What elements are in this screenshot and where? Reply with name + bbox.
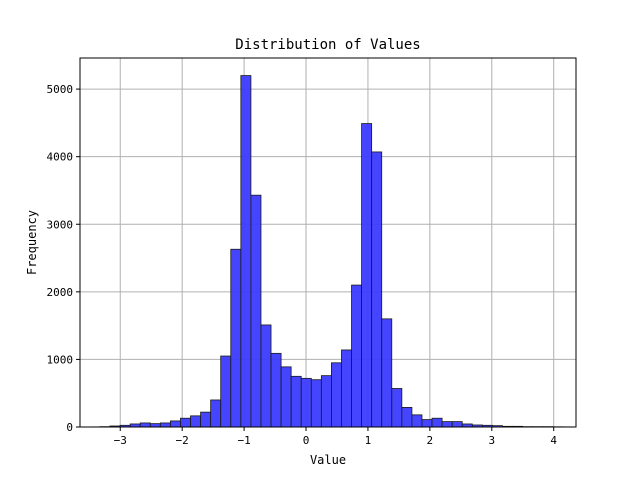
bars-layer: [90, 76, 573, 427]
histogram-bar: [311, 380, 321, 427]
y-tick-label: 0: [66, 421, 73, 434]
histogram-bar: [271, 353, 281, 427]
histogram-bar: [432, 418, 442, 427]
y-tick-label: 2000: [47, 286, 74, 299]
x-tick-label: 1: [365, 434, 372, 447]
histogram-bar: [180, 418, 190, 427]
histogram-bar: [412, 415, 422, 427]
histogram-bar: [201, 412, 211, 427]
x-tick-label: −2: [176, 434, 189, 447]
histogram-bar: [211, 400, 221, 427]
y-tick-label: 5000: [47, 83, 74, 96]
histogram-bar: [422, 420, 432, 427]
histogram-bar: [251, 195, 261, 427]
histogram-bar: [372, 152, 382, 427]
histogram-bar: [301, 378, 311, 427]
grid-layer: [80, 58, 576, 427]
chart-title: Distribution of Values: [235, 37, 420, 53]
histogram-bar: [452, 422, 462, 427]
histogram-bar: [140, 423, 150, 427]
histogram-bar: [150, 424, 160, 427]
x-tick-label: 0: [303, 434, 310, 447]
histogram-bar: [402, 407, 412, 427]
y-tick-label: 3000: [47, 218, 74, 231]
histogram-bar: [231, 249, 241, 427]
x-tick-label: −1: [237, 434, 250, 447]
x-tick-label: −3: [114, 434, 127, 447]
histogram-bar: [261, 325, 271, 427]
histogram-bar: [392, 388, 402, 427]
histogram-bar: [382, 319, 392, 427]
x-tick-label: 4: [550, 434, 557, 447]
histogram-bar: [281, 367, 291, 427]
x-tick-label: 2: [427, 434, 434, 447]
histogram-bar: [241, 76, 251, 427]
y-tick-label: 1000: [47, 353, 74, 366]
histogram-bar: [331, 363, 341, 427]
histogram-bar: [291, 376, 301, 427]
histogram-bar: [442, 422, 452, 427]
histogram-bar: [352, 285, 362, 427]
x-tick-label: 3: [488, 434, 495, 447]
x-axis-label: Value: [310, 453, 346, 467]
histogram-bar: [221, 356, 231, 427]
histogram-bar: [170, 421, 180, 427]
y-tick-label: 4000: [47, 151, 74, 164]
plot-frame: [80, 58, 576, 427]
histogram-bar: [321, 376, 331, 427]
y-axis-label: Frequency: [25, 210, 39, 275]
histogram-bar: [341, 350, 351, 427]
histogram-bar: [191, 416, 201, 427]
histogram-bar: [362, 124, 372, 427]
histogram-bar: [160, 423, 170, 427]
